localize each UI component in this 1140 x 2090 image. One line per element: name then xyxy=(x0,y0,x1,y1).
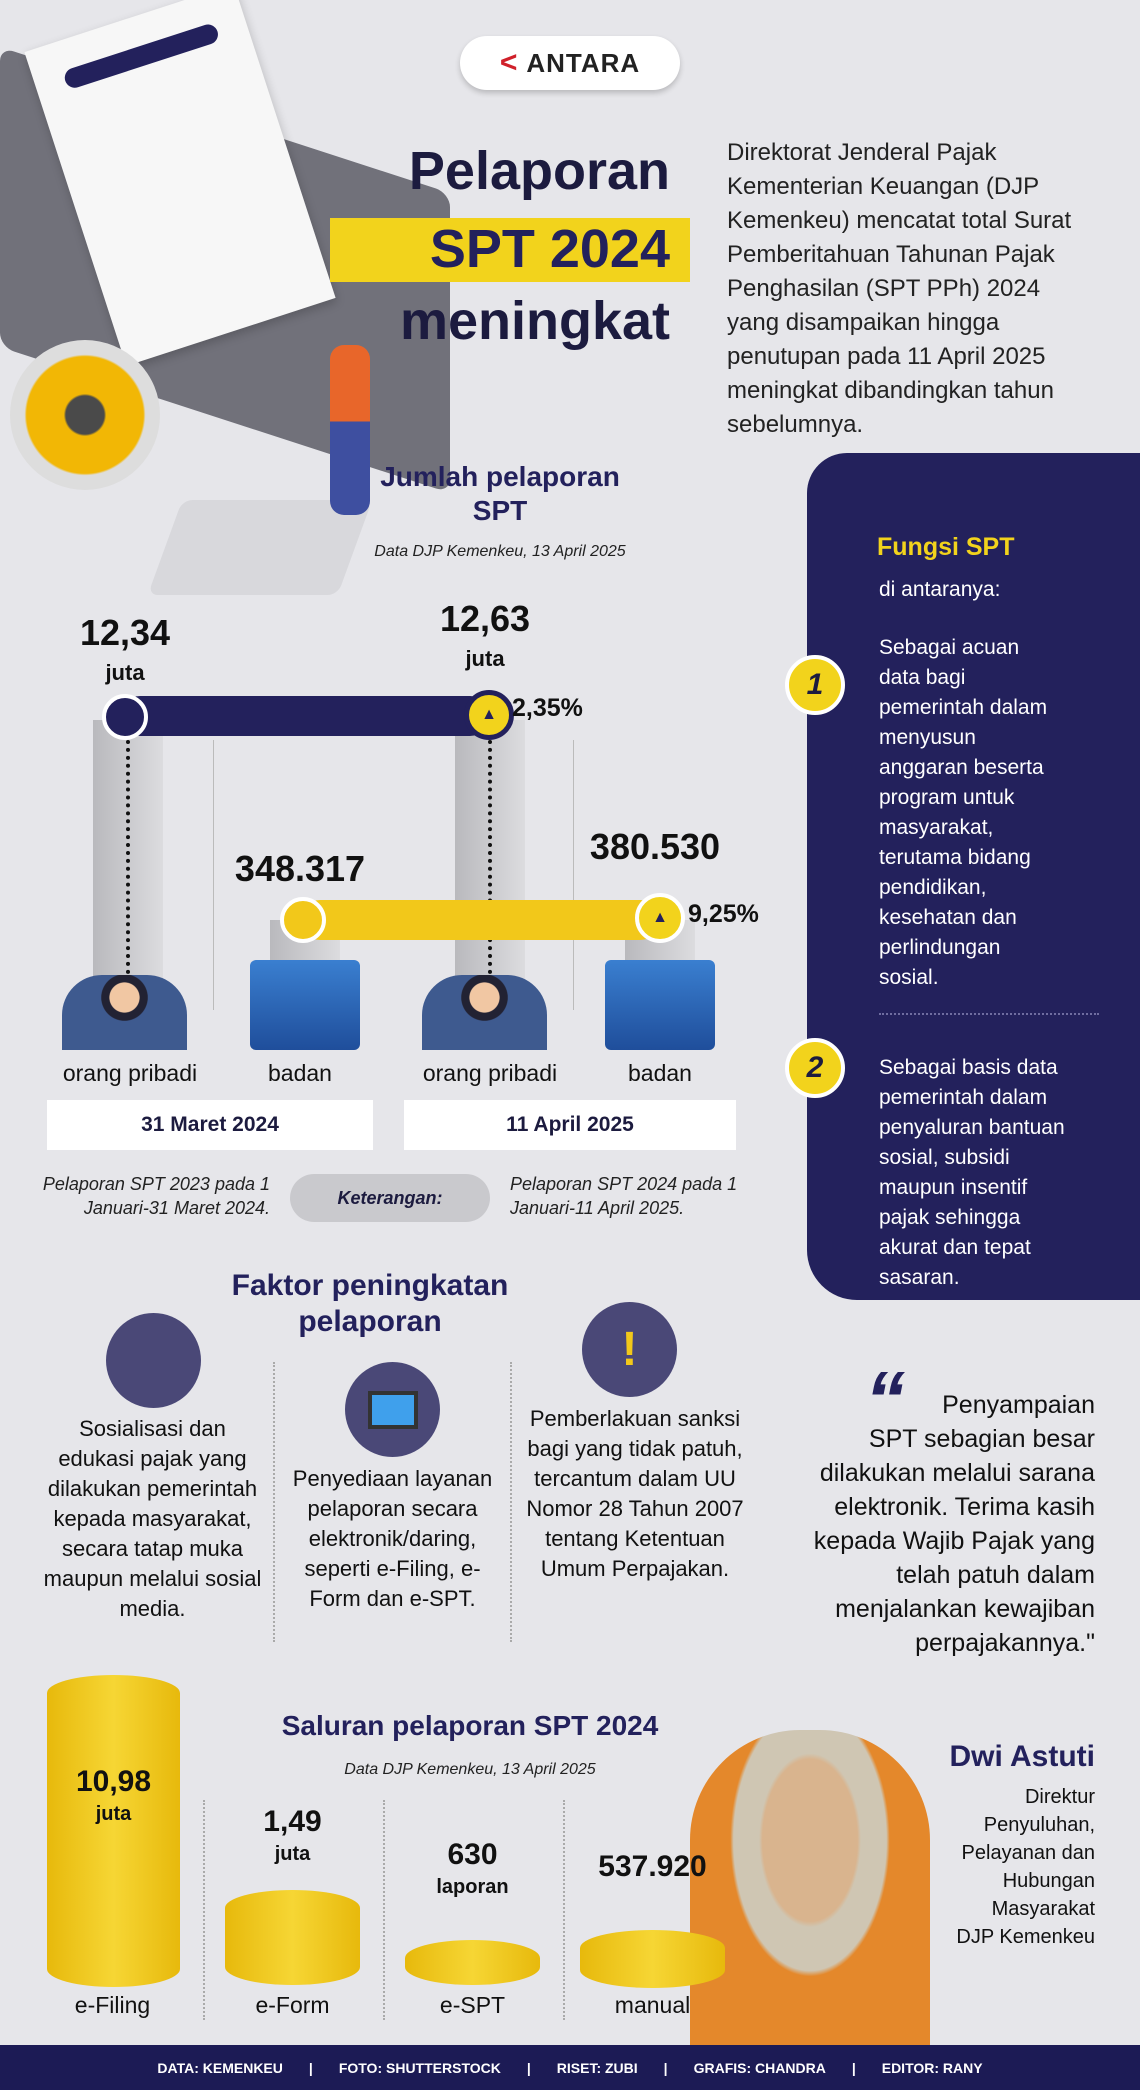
antara-logo-mark-icon: < xyxy=(499,46,519,79)
op-2025-value: 12,63 xyxy=(439,598,531,639)
antara-logo: < ANTARA xyxy=(460,36,680,90)
person-illustration xyxy=(330,345,370,515)
eform-cylinder xyxy=(225,1890,360,1985)
badan-2024-value: 348.317 xyxy=(234,848,366,889)
label-badan-2024: badan xyxy=(268,1060,332,1086)
laptop-icon xyxy=(345,1362,440,1457)
jumlah-title: Jumlah pelaporan SPT xyxy=(380,461,620,526)
op-growth: 2,35% xyxy=(512,694,583,722)
keterangan-label: Keterangan: xyxy=(290,1174,490,1222)
saluran-title: Saluran pelaporan SPT 2024 xyxy=(281,1710,659,1741)
op-connector-bar xyxy=(120,696,490,736)
quote-role: Direktur Penyuluhan, Pelayanan dan Hubun… xyxy=(956,1786,1095,1948)
quote-mark-icon: “ xyxy=(865,1355,905,1444)
column-divider xyxy=(510,1362,512,1642)
manual-cylinder xyxy=(580,1930,725,1988)
column-divider xyxy=(563,1800,565,2020)
guide-line xyxy=(213,740,214,1010)
people-icon xyxy=(422,975,547,1050)
title-highlight xyxy=(330,218,690,282)
quote-name: Dwi Astuti xyxy=(949,1740,1095,1773)
espt-unit: laporan xyxy=(436,1876,509,1898)
column-divider xyxy=(383,1800,385,2020)
label-op-2024: orang pribadi xyxy=(62,1060,198,1086)
label-badan-2025: badan xyxy=(628,1060,692,1086)
espt-value: 630 xyxy=(447,1838,498,1871)
warning-icon: ! xyxy=(582,1302,677,1397)
op-2024-value: 12,34 xyxy=(79,612,171,653)
faktor-title: Faktor peningkatan pelaporan xyxy=(231,1269,509,1338)
guide-line xyxy=(573,740,574,1010)
eform-label: e-Form xyxy=(255,1992,330,2018)
badan-2025-marker-up-icon: ▲ xyxy=(635,893,685,943)
fungsi-item-2: Sebagai basis data pemerintah dalam peny… xyxy=(879,1056,1065,1289)
op-2024-unit: juta xyxy=(105,660,145,685)
eform-unit: juta xyxy=(274,1843,311,1865)
building-icon xyxy=(250,960,360,1050)
quote-text: Penyampaian SPT sebagian besar dilakukan… xyxy=(813,1391,1095,1657)
credits-footer: DATA: KEMENKEU | FOTO: SHUTTERSTOCK | RISE… xyxy=(0,2045,1140,2090)
op-2024-marker xyxy=(102,694,148,740)
badan-connector-bar xyxy=(300,900,660,940)
manual-label: manual xyxy=(614,1992,691,2018)
column-divider xyxy=(273,1362,275,1642)
date-box-2025: 11 April 2025 xyxy=(404,1100,736,1150)
title-line-3: meningkat xyxy=(399,291,670,351)
op-2025-marker-up-icon: ▲ xyxy=(464,690,514,740)
dotted-line xyxy=(126,740,130,990)
dotted-line xyxy=(488,740,492,990)
label-op-2025: orang pribadi xyxy=(422,1060,558,1086)
espt-cylinder xyxy=(405,1940,540,1985)
fungsi-title: Fungsi SPT xyxy=(877,533,1015,561)
building-icon xyxy=(605,960,715,1050)
title-line-2: SPT 2024 xyxy=(429,219,670,279)
jumlah-source: Data DJP Kemenkeu, 13 April 2025 xyxy=(374,543,626,560)
intro-paragraph: Direktorat Jenderal Pajak Kementerian Ke… xyxy=(727,139,1072,438)
keterangan-left: Pelaporan SPT 2023 pada 1 Januari-31 Mar… xyxy=(42,1174,270,1218)
efiling-unit: juta xyxy=(95,1803,132,1825)
faktor-item-2: Penyediaan layanan pelaporan secara elek… xyxy=(292,1466,493,1611)
fungsi-subtitle: di antaranya: xyxy=(879,578,1001,601)
espt-label: e-SPT xyxy=(439,1992,506,2018)
fungsi-divider xyxy=(879,1013,1099,1015)
eform-value: 1,49 xyxy=(263,1805,322,1838)
saluran-source: Data DJP Kemenkeu, 13 April 2025 xyxy=(344,1761,596,1778)
keterangan-right: Pelaporan SPT 2024 pada 1 Januari-11 Apr… xyxy=(510,1174,738,1218)
people-discussion-icon xyxy=(106,1313,201,1408)
efiling-value: 10,98 xyxy=(75,1765,152,1798)
efiling-label: e-Filing xyxy=(74,1992,151,2018)
faktor-item-1: Sosialisasi dan edukasi pajak yang dilak… xyxy=(43,1416,262,1621)
megaphone-icon xyxy=(10,340,160,490)
column-divider xyxy=(203,1800,205,2020)
badan-2024-marker xyxy=(280,897,326,943)
number-badge-2: 2 xyxy=(785,1038,845,1098)
speaker-portrait xyxy=(690,1730,930,2045)
fungsi-panel: Fungsi SPT di antaranya: Sebagai acuan d… xyxy=(807,453,1140,1300)
badan-2025-value: 380.530 xyxy=(589,826,721,867)
fungsi-item-1: Sebagai acuan data bagi pemerintah dalam… xyxy=(879,636,1048,989)
badan-growth: 9,25% xyxy=(688,900,759,928)
op-2025-unit: juta xyxy=(465,646,505,671)
efiling-cylinder xyxy=(47,1675,180,1987)
number-badge-1: 1 xyxy=(785,655,845,715)
title-line-1: Pelaporan xyxy=(408,141,670,201)
faktor-item-3: Pemberlakuan sanksi bagi yang tidak patu… xyxy=(526,1406,744,1581)
people-icon xyxy=(62,975,187,1050)
date-box-2024: 31 Maret 2024 xyxy=(47,1100,373,1150)
manual-value: 537.920 xyxy=(598,1850,707,1883)
